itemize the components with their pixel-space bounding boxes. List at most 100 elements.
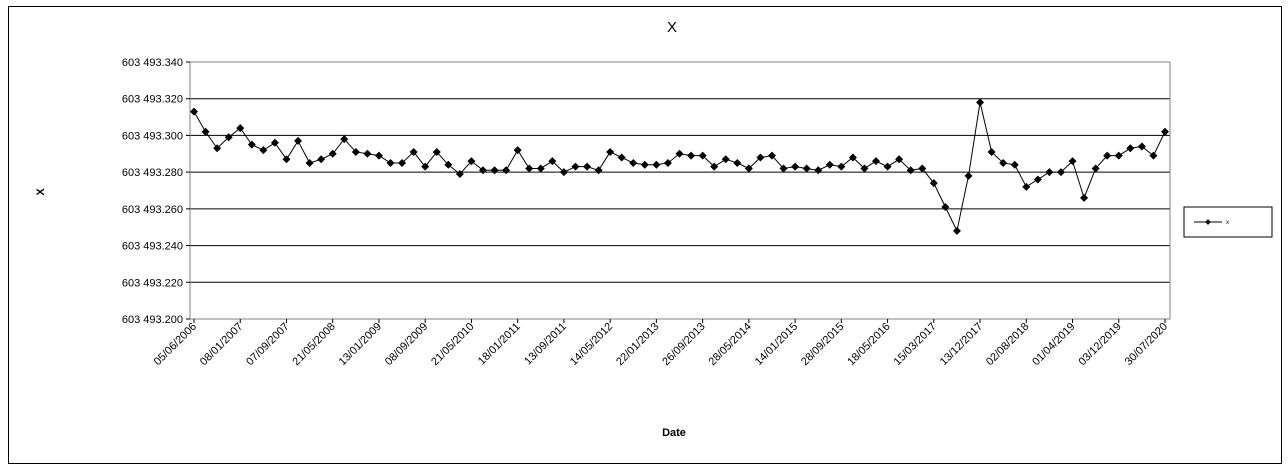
data-point (663, 158, 672, 167)
data-point (409, 147, 418, 156)
x-tick-label: 13/09/2011 (522, 321, 569, 368)
x-tick-label: 15/03/2017 (892, 321, 939, 368)
x-tick-label: 18/05/2016 (845, 321, 892, 368)
data-point (860, 164, 869, 173)
data-point (190, 107, 198, 116)
x-tick-label: 14/05/2012 (568, 321, 615, 368)
data-point (848, 153, 857, 162)
data-point (1149, 151, 1158, 160)
data-point (791, 162, 800, 171)
data-point (1114, 151, 1123, 160)
data-point (675, 149, 684, 158)
data-point (294, 136, 303, 145)
data-point (710, 162, 719, 171)
data-point (756, 153, 765, 162)
data-point (1022, 182, 1031, 191)
x-tick-label: 13/12/2017 (938, 321, 985, 368)
y-tick-label: 603 493.260 (122, 204, 183, 216)
x-tick-label: 08/01/2007 (198, 321, 245, 368)
x-tick-label: 05/06/2006 (152, 321, 199, 368)
data-point (398, 158, 407, 167)
data-point (282, 155, 291, 164)
x-tick-label: 18/01/2011 (476, 321, 523, 368)
data-point (1091, 164, 1100, 173)
data-point (687, 151, 696, 160)
data-point (455, 169, 464, 178)
x-tick-label: 26/09/2013 (660, 321, 707, 368)
data-point (236, 124, 245, 133)
data-point (629, 158, 638, 167)
y-tick-label: 603 493.340 (122, 57, 183, 69)
data-point (305, 158, 314, 167)
data-point (340, 135, 349, 144)
data-point (814, 166, 823, 175)
data-point (976, 98, 985, 107)
data-point (490, 166, 499, 175)
data-point (467, 157, 476, 166)
legend-marker-swatch (1205, 219, 1211, 225)
data-point (1010, 160, 1019, 169)
data-point (779, 164, 788, 173)
data-point (536, 164, 545, 173)
data-point (363, 149, 372, 158)
data-point (201, 127, 210, 136)
gridlines (190, 98, 1170, 283)
data-point (895, 155, 904, 164)
data-point (617, 153, 626, 162)
data-point (317, 155, 326, 164)
data-point (513, 146, 522, 155)
data-point (941, 203, 950, 212)
y-tick-label: 603 493.320 (122, 94, 183, 106)
data-point (733, 158, 742, 167)
data-point (594, 166, 603, 175)
x-tick-label: 08/09/2009 (383, 321, 430, 368)
data-point (525, 164, 534, 173)
data-point (1056, 168, 1065, 177)
data-point (1103, 151, 1112, 160)
x-tick-label: 07/09/2007 (244, 321, 291, 368)
data-point (918, 164, 927, 173)
legend-label: x (1226, 220, 1229, 226)
data-point (328, 149, 337, 158)
x-tick-label: 03/12/2019 (1076, 321, 1123, 368)
x-tick-label: 21/05/2008 (290, 321, 337, 368)
chart-title: X (667, 19, 677, 36)
data-point (999, 158, 1008, 167)
data-point (259, 146, 268, 155)
data-point (1033, 175, 1042, 184)
data-point (1080, 193, 1089, 202)
data-point (1068, 157, 1077, 166)
series-line (193, 102, 1166, 233)
data-point (224, 133, 233, 142)
data-point (213, 144, 222, 153)
data-point (964, 171, 973, 180)
data-point (374, 151, 383, 160)
data-point (559, 168, 568, 177)
x-tick-label: 14/01/2015 (753, 321, 800, 368)
data-point (952, 226, 961, 235)
x-tick-label: 28/09/2015 (799, 321, 846, 368)
data-point (502, 166, 511, 175)
data-point (698, 151, 707, 160)
y-axis-title: X (35, 188, 47, 196)
y-tick-label: 603 493.280 (122, 167, 183, 179)
data-point (640, 160, 649, 169)
data-point (802, 164, 811, 173)
data-point (421, 162, 430, 171)
data-point (444, 160, 453, 169)
data-point (987, 147, 996, 156)
y-tick-label: 603 493.220 (122, 277, 183, 289)
data-point (432, 147, 441, 156)
data-point (478, 166, 487, 175)
x-tick-label: 21/05/2010 (429, 321, 476, 368)
data-point (1045, 168, 1054, 177)
data-point (825, 160, 834, 169)
y-tick-label: 603 493.300 (122, 130, 183, 142)
data-point (583, 162, 592, 171)
x-tick-label: 01/04/2019 (1030, 321, 1077, 368)
x-tick-label: 22/01/2013 (614, 321, 661, 368)
data-point (1161, 127, 1169, 136)
data-point (767, 151, 776, 160)
data-point (351, 147, 360, 156)
